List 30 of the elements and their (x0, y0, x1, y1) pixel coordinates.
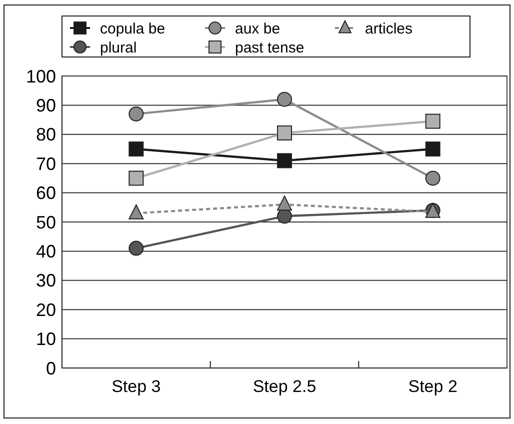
point (128, 240, 144, 256)
y-tick-label: 100 (26, 66, 56, 86)
point (425, 142, 440, 156)
point (277, 153, 292, 168)
point (425, 170, 440, 186)
point (277, 208, 292, 224)
y-tick-label: 20 (36, 300, 56, 320)
legend-label: articles (365, 20, 413, 38)
y-tick-label: 70 (36, 154, 56, 174)
point (425, 114, 440, 129)
y-tick-label: 0 (46, 358, 56, 378)
y-tick-label: 90 (36, 96, 56, 116)
point (277, 125, 292, 140)
y-tick-label: 80 (36, 124, 56, 145)
legend-label: aux be (235, 20, 280, 38)
y-tick-label: 10 (36, 329, 56, 350)
y-tick-label: 40 (36, 242, 56, 262)
legend-label: past tense (235, 39, 304, 56)
y-tick-label: 30 (36, 270, 56, 291)
legend-label: copula be (100, 20, 166, 38)
y-tick-label: 50 (36, 212, 56, 232)
point (128, 142, 144, 156)
point (128, 170, 144, 186)
legend-label: plural (100, 39, 137, 56)
x-tick-label: Step 2 (408, 377, 458, 396)
y-tick-label: 60 (36, 183, 56, 204)
point (128, 106, 144, 122)
point (277, 92, 292, 107)
x-tick-label: Step 3 (112, 377, 161, 396)
x-tick-label: Step 2.5 (252, 377, 316, 396)
